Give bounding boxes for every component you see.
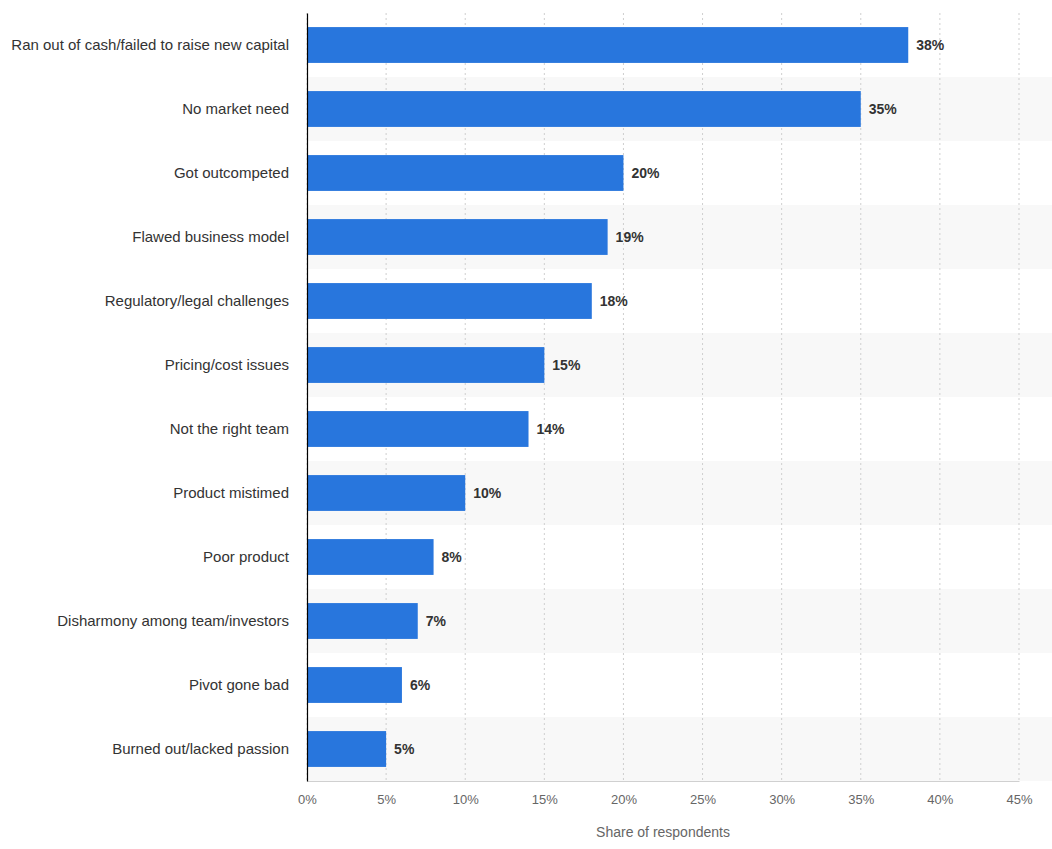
- data-label: 38%: [916, 37, 945, 53]
- category-label: Flawed business model: [132, 228, 289, 245]
- category-label: Regulatory/legal challenges: [105, 292, 289, 309]
- x-tick: 20%: [611, 781, 637, 807]
- data-label: 8%: [442, 549, 463, 565]
- chart: 0% 5% 10% 15% 20% 25% 30% 35% 40% 45% Ran out of c…: [0, 0, 1052, 849]
- category-label: No market need: [182, 100, 289, 117]
- y-tick: No market need: [182, 100, 307, 117]
- data-label: 5%: [394, 741, 415, 757]
- bar: [307, 283, 592, 319]
- category-label: Not the right team: [170, 420, 289, 437]
- category-label: Burned out/lacked passion: [112, 740, 289, 757]
- x-tick: 10%: [453, 781, 479, 807]
- bar: [307, 411, 529, 447]
- x-tick-label: 35%: [848, 792, 874, 807]
- x-tick: 30%: [769, 781, 795, 807]
- y-tick: Pivot gone bad: [189, 676, 307, 693]
- grid-line: [465, 13, 466, 781]
- y-tick: Ran out of cash/failed to raise new capi…: [11, 36, 307, 53]
- x-tick-label: 30%: [769, 792, 795, 807]
- y-tick: Poor product: [203, 548, 307, 565]
- y-tick: Burned out/lacked passion: [112, 740, 307, 757]
- bar: [307, 603, 418, 639]
- category-label: Pivot gone bad: [189, 676, 289, 693]
- category-label: Got outcompeted: [174, 164, 289, 181]
- data-label: 18%: [600, 293, 629, 309]
- x-tick: 35%: [848, 781, 874, 807]
- data-label: 20%: [631, 165, 660, 181]
- grid-line: [544, 13, 545, 781]
- bar: [307, 539, 434, 575]
- x-axis-title: Share of respondents: [596, 824, 730, 840]
- x-tick: 40%: [927, 781, 953, 807]
- bar: [307, 219, 608, 255]
- bar: [307, 91, 861, 127]
- data-label: 15%: [552, 357, 581, 373]
- grid: [307, 13, 1019, 781]
- y-tick: Disharmony among team/investors: [57, 612, 307, 629]
- x-tick: 5%: [377, 781, 396, 807]
- bar: [307, 27, 908, 63]
- category-label: Disharmony among team/investors: [57, 612, 289, 629]
- grid-line: [386, 13, 387, 781]
- x-tick: 0%: [298, 781, 317, 807]
- data-label: 35%: [869, 101, 898, 117]
- x-tick-label: 0%: [298, 792, 317, 807]
- x-axis-line: [308, 781, 1020, 782]
- bar: [307, 475, 465, 511]
- category-label: Ran out of cash/failed to raise new capi…: [11, 36, 289, 53]
- x-tick-label: 25%: [690, 792, 716, 807]
- bar: [307, 347, 544, 383]
- y-tick: Not the right team: [170, 420, 307, 437]
- grid-line: [860, 13, 861, 781]
- bar: [307, 667, 402, 703]
- grid-line: [307, 13, 308, 781]
- x-tick-label: 40%: [927, 792, 953, 807]
- grid-line: [939, 13, 940, 781]
- y-axis-line: [307, 14, 308, 782]
- bars: [307, 27, 908, 767]
- x-tick: 15%: [532, 781, 558, 807]
- y-tick: Got outcompeted: [174, 164, 307, 181]
- category-label: Poor product: [203, 548, 290, 565]
- x-tick: 25%: [690, 781, 716, 807]
- data-label: 19%: [616, 229, 645, 245]
- x-tick-label: 10%: [453, 792, 479, 807]
- y-tick: Pricing/cost issues: [165, 356, 307, 373]
- data-labels: 38% 35% 20% 19% 18% 15% 14% 10% 8% 7% 6% 5%: [394, 37, 945, 757]
- data-label: 10%: [473, 485, 502, 501]
- data-label: 7%: [426, 613, 447, 629]
- x-axis: 0% 5% 10% 15% 20% 25% 30% 35% 40% 45%: [298, 781, 1033, 807]
- x-tick-label: 5%: [377, 792, 396, 807]
- y-tick: Product mistimed: [173, 484, 307, 501]
- category-label: Product mistimed: [173, 484, 289, 501]
- data-label: 6%: [410, 677, 431, 693]
- y-axis: Ran out of cash/failed to raise new capi…: [11, 14, 307, 782]
- y-tick: Regulatory/legal challenges: [105, 292, 307, 309]
- grid-line: [702, 13, 703, 781]
- grid-line: [623, 13, 624, 781]
- y-tick: Flawed business model: [132, 228, 307, 245]
- category-label: Pricing/cost issues: [165, 356, 289, 373]
- bar: [307, 155, 623, 191]
- x-tick-label: 15%: [532, 792, 558, 807]
- x-tick-label: 20%: [611, 792, 637, 807]
- grid-line: [1019, 13, 1020, 781]
- x-tick-label: 45%: [1006, 792, 1032, 807]
- data-label: 14%: [537, 421, 566, 437]
- bar: [307, 731, 386, 767]
- x-tick: 45%: [1006, 781, 1032, 807]
- grid-line: [781, 13, 782, 781]
